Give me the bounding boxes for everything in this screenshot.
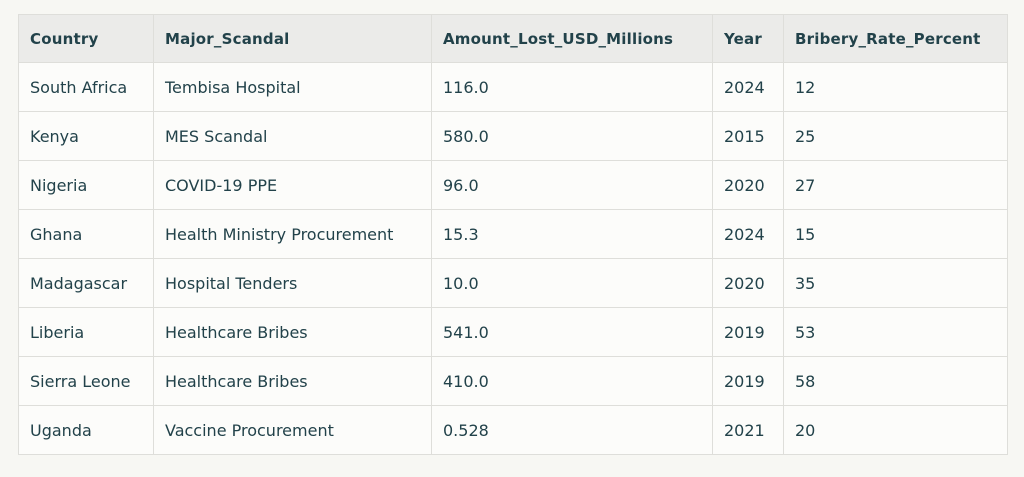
cell-year: 2024 (712, 62, 784, 112)
cell-bribery-rate: 53 (783, 307, 1008, 357)
cell-country: Kenya (18, 111, 154, 161)
cell-country: Madagascar (18, 258, 154, 308)
cell-amount-lost: 116.0 (431, 62, 713, 112)
corruption-scandals-table-container: Country Major_Scandal Amount_Lost_USD_Mi… (18, 14, 1008, 455)
cell-amount-lost: 541.0 (431, 307, 713, 357)
cell-bribery-rate: 25 (783, 111, 1008, 161)
cell-bribery-rate: 58 (783, 356, 1008, 406)
cell-major-scandal: Tembisa Hospital (153, 62, 432, 112)
cell-year: 2020 (712, 160, 784, 210)
column-header-country: Country (18, 14, 154, 63)
cell-year: 2015 (712, 111, 784, 161)
cell-amount-lost: 15.3 (431, 209, 713, 259)
cell-country: South Africa (18, 62, 154, 112)
cell-amount-lost: 96.0 (431, 160, 713, 210)
cell-bribery-rate: 35 (783, 258, 1008, 308)
column-header-bribery-rate: Bribery_Rate_Percent (783, 14, 1008, 63)
cell-year: 2020 (712, 258, 784, 308)
cell-country: Nigeria (18, 160, 154, 210)
cell-year: 2019 (712, 356, 784, 406)
cell-amount-lost: 10.0 (431, 258, 713, 308)
cell-major-scandal: Health Ministry Procurement (153, 209, 432, 259)
cell-amount-lost: 410.0 (431, 356, 713, 406)
cell-bribery-rate: 20 (783, 405, 1008, 455)
cell-major-scandal: Healthcare Bribes (153, 307, 432, 357)
cell-year: 2019 (712, 307, 784, 357)
cell-year: 2021 (712, 405, 784, 455)
cell-major-scandal: Hospital Tenders (153, 258, 432, 308)
table-row: Madagascar Hospital Tenders 10.0 2020 35 (18, 258, 1008, 308)
cell-major-scandal: COVID-19 PPE (153, 160, 432, 210)
cell-country: Sierra Leone (18, 356, 154, 406)
column-header-major-scandal: Major_Scandal (153, 14, 432, 63)
cell-amount-lost: 0.528 (431, 405, 713, 455)
table-row: Kenya MES Scandal 580.0 2015 25 (18, 111, 1008, 161)
table-row: Sierra Leone Healthcare Bribes 410.0 201… (18, 356, 1008, 406)
cell-bribery-rate: 15 (783, 209, 1008, 259)
table-row: South Africa Tembisa Hospital 116.0 2024… (18, 62, 1008, 112)
table-row: Nigeria COVID-19 PPE 96.0 2020 27 (18, 160, 1008, 210)
table-row: Uganda Vaccine Procurement 0.528 2021 20 (18, 405, 1008, 455)
cell-major-scandal: Healthcare Bribes (153, 356, 432, 406)
corruption-scandals-table: Country Major_Scandal Amount_Lost_USD_Mi… (18, 14, 1008, 455)
table-header-row: Country Major_Scandal Amount_Lost_USD_Mi… (18, 14, 1008, 63)
column-header-year: Year (712, 14, 784, 63)
cell-country: Liberia (18, 307, 154, 357)
cell-amount-lost: 580.0 (431, 111, 713, 161)
cell-bribery-rate: 27 (783, 160, 1008, 210)
cell-country: Uganda (18, 405, 154, 455)
table-row: Liberia Healthcare Bribes 541.0 2019 53 (18, 307, 1008, 357)
cell-country: Ghana (18, 209, 154, 259)
cell-major-scandal: MES Scandal (153, 111, 432, 161)
cell-major-scandal: Vaccine Procurement (153, 405, 432, 455)
cell-year: 2024 (712, 209, 784, 259)
table-row: Ghana Health Ministry Procurement 15.3 2… (18, 209, 1008, 259)
cell-bribery-rate: 12 (783, 62, 1008, 112)
column-header-amount-lost: Amount_Lost_USD_Millions (431, 14, 713, 63)
